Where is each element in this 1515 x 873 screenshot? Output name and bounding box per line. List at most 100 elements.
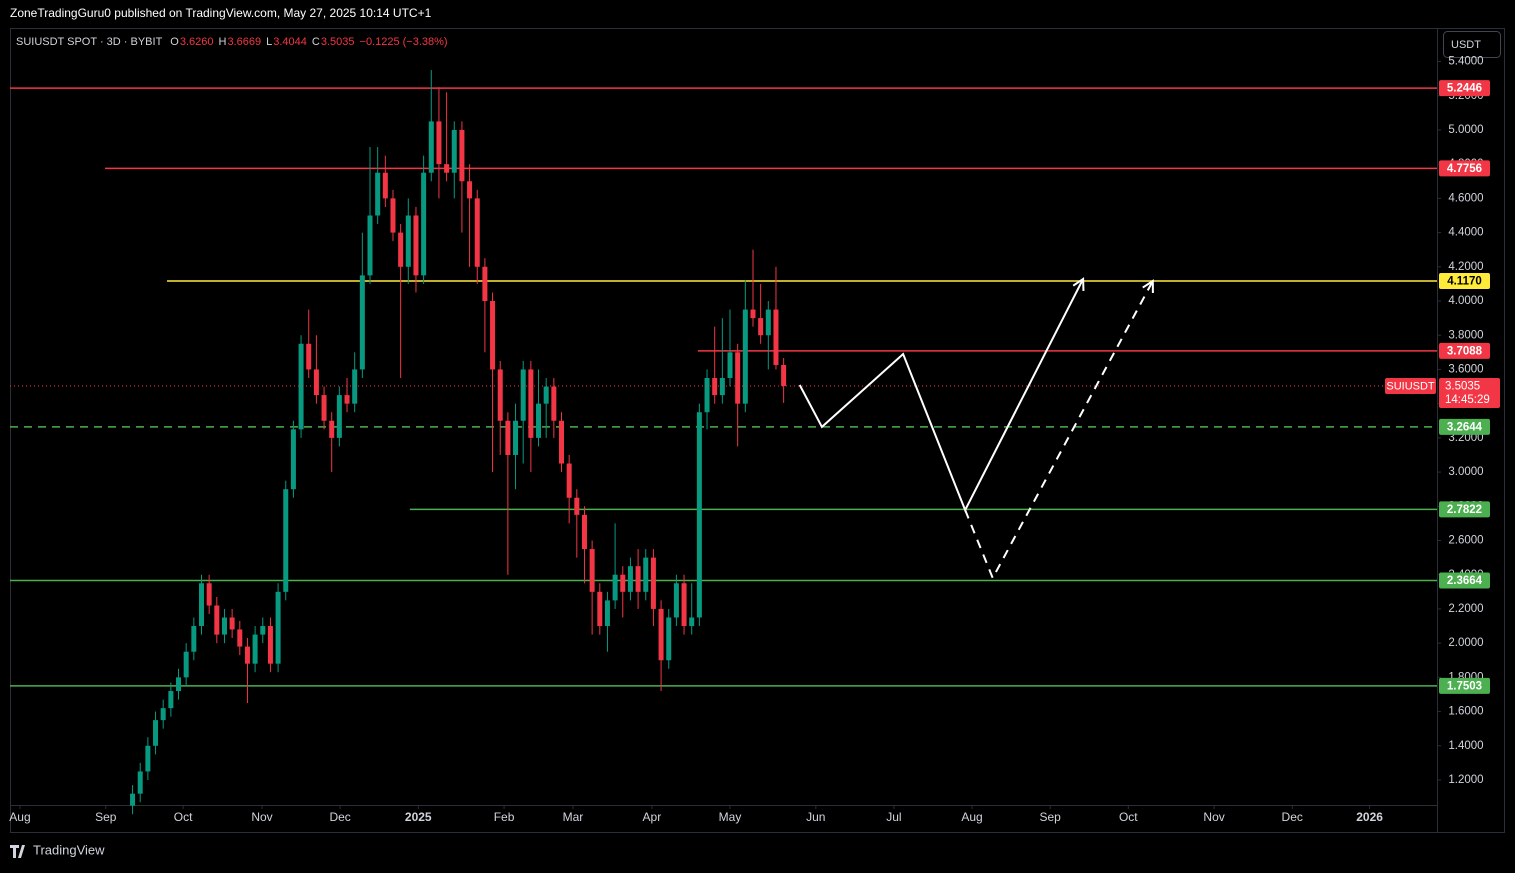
level-label: 3.7088 bbox=[1447, 345, 1483, 357]
candle-body bbox=[773, 309, 779, 365]
candle-body bbox=[758, 318, 764, 336]
level-label: 5.2446 bbox=[1447, 83, 1482, 95]
level-badge bbox=[1439, 160, 1490, 177]
candle-body bbox=[191, 626, 197, 652]
candle-body bbox=[528, 369, 534, 438]
y-tick-label: 1.6000 bbox=[1448, 706, 1483, 718]
candle-body bbox=[237, 629, 243, 647]
candle-body bbox=[712, 377, 718, 396]
candle-body bbox=[643, 557, 649, 592]
level-label: 3.2644 bbox=[1447, 421, 1483, 433]
candle-body bbox=[574, 497, 580, 515]
footer: TradingView bbox=[33, 842, 105, 857]
candle-body bbox=[321, 395, 327, 421]
legend-change: −0.1225 (−3.38%) bbox=[360, 36, 448, 48]
candle-body bbox=[681, 583, 687, 627]
candle-body bbox=[543, 386, 549, 404]
legend-value: 3.6260 bbox=[180, 36, 214, 48]
symbol-label: SUIUSDT bbox=[1386, 380, 1435, 392]
x-tick-label: Feb bbox=[494, 810, 515, 824]
candle-body bbox=[398, 232, 404, 267]
y-tick-label: 4.4000 bbox=[1448, 227, 1483, 239]
candle-body bbox=[244, 646, 250, 664]
candle-body bbox=[260, 626, 266, 635]
currency-button[interactable] bbox=[1443, 31, 1501, 58]
chart-title: ZoneTradingGuru0 published on TradingVie… bbox=[10, 6, 432, 20]
candle-body bbox=[467, 181, 473, 199]
level-label: 4.1170 bbox=[1447, 276, 1482, 288]
candle-body bbox=[781, 364, 787, 386]
x-tick-label: 2026 bbox=[1356, 810, 1383, 824]
candle-body bbox=[229, 617, 235, 630]
candle-body bbox=[267, 626, 273, 664]
x-tick-label: Dec bbox=[1282, 810, 1303, 824]
candle-body bbox=[359, 275, 365, 370]
candle-body bbox=[221, 617, 227, 635]
level-badge bbox=[1439, 501, 1490, 518]
candle-body bbox=[421, 172, 427, 276]
candle-body bbox=[750, 309, 756, 319]
candle-body bbox=[168, 691, 174, 709]
candle-body bbox=[635, 566, 641, 592]
x-tick-label: May bbox=[719, 810, 742, 824]
candle-body bbox=[252, 634, 258, 664]
candle-body bbox=[505, 420, 511, 455]
candle-body bbox=[375, 172, 381, 216]
x-tick-label: Sep bbox=[1040, 810, 1062, 824]
x-tick-label: Dec bbox=[329, 810, 350, 824]
y-tick-label: 3.8000 bbox=[1448, 329, 1483, 341]
candle-body bbox=[482, 266, 488, 302]
y-tick-label: 3.0000 bbox=[1448, 466, 1483, 478]
y-tick-label: 2.6000 bbox=[1448, 535, 1483, 547]
candle-body bbox=[313, 369, 319, 396]
candle-body bbox=[206, 583, 212, 606]
candle-body bbox=[650, 557, 656, 609]
candle-body bbox=[497, 369, 503, 421]
x-tick-label: Sep bbox=[95, 810, 117, 824]
level-label: 2.7822 bbox=[1447, 504, 1482, 516]
candle-body bbox=[275, 591, 281, 664]
y-tick-label: 2.2000 bbox=[1448, 603, 1483, 615]
level-badge bbox=[1439, 80, 1490, 97]
currency[interactable]: USDT bbox=[1451, 39, 1481, 51]
candle-body bbox=[405, 215, 411, 267]
candle-body bbox=[183, 651, 189, 678]
level-badge bbox=[1439, 677, 1490, 694]
candle-body bbox=[727, 352, 733, 378]
candle-body bbox=[459, 129, 465, 182]
x-tick-label: Nov bbox=[251, 810, 272, 824]
level-label: 2.3664 bbox=[1447, 575, 1483, 587]
price-label: 3.5035 bbox=[1445, 380, 1480, 392]
x-tick-label: 2025 bbox=[405, 810, 432, 824]
candle-body bbox=[451, 129, 457, 173]
legend-value: 3.6669 bbox=[227, 36, 261, 48]
candle-body bbox=[704, 377, 710, 413]
candle-body bbox=[627, 566, 633, 592]
candle-body bbox=[696, 412, 702, 618]
candle-body bbox=[490, 301, 496, 370]
candle-body bbox=[160, 708, 166, 721]
candle-body bbox=[137, 771, 143, 794]
candle-body bbox=[474, 198, 480, 267]
ohlc-legend: O 3.6260 H 3.6669 L 3.4044 C 3.5035 −0.1225 (−3.… bbox=[170, 36, 447, 48]
y-tick-label: 4.6000 bbox=[1448, 192, 1483, 204]
legend-key: H bbox=[219, 36, 227, 48]
level-badge bbox=[1439, 572, 1490, 589]
y-tick-label: 3.2000 bbox=[1448, 432, 1483, 444]
price-badge bbox=[1439, 377, 1500, 408]
candle-body bbox=[153, 720, 159, 746]
candle-body bbox=[666, 617, 672, 661]
y-tick-label: 1.4000 bbox=[1448, 740, 1483, 752]
candle-body bbox=[566, 463, 572, 498]
level-label: 1.7503 bbox=[1447, 680, 1482, 692]
legend-value: 3.5035 bbox=[321, 36, 355, 48]
candle-body bbox=[612, 574, 618, 601]
x-tick-label: Nov bbox=[1203, 810, 1224, 824]
candle-body bbox=[658, 608, 664, 661]
y-tick-label: 3.6000 bbox=[1448, 363, 1483, 375]
candle-body bbox=[344, 395, 350, 404]
legend-key: O bbox=[170, 36, 179, 48]
candle-body bbox=[581, 514, 587, 550]
x-tick-label: Oct bbox=[174, 810, 193, 824]
